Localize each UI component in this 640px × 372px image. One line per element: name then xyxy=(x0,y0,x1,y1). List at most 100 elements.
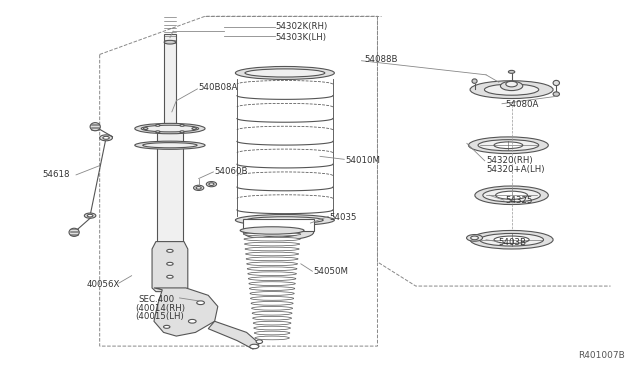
Ellipse shape xyxy=(494,142,523,148)
Ellipse shape xyxy=(253,316,292,320)
Ellipse shape xyxy=(245,247,299,251)
Ellipse shape xyxy=(192,128,196,129)
Ellipse shape xyxy=(255,336,289,340)
Ellipse shape xyxy=(475,186,548,205)
Text: 54618: 54618 xyxy=(42,170,70,179)
Ellipse shape xyxy=(245,69,324,77)
Ellipse shape xyxy=(553,80,559,86)
Polygon shape xyxy=(208,321,259,349)
Ellipse shape xyxy=(252,307,292,310)
Ellipse shape xyxy=(250,287,295,291)
Ellipse shape xyxy=(164,40,175,44)
Ellipse shape xyxy=(472,79,477,83)
Text: (40015(LH): (40015(LH) xyxy=(135,312,184,321)
Ellipse shape xyxy=(243,232,301,236)
Ellipse shape xyxy=(156,131,160,133)
Text: 54325: 54325 xyxy=(505,196,532,205)
Ellipse shape xyxy=(252,311,292,315)
Ellipse shape xyxy=(553,92,559,96)
Ellipse shape xyxy=(100,135,113,141)
Ellipse shape xyxy=(467,235,483,241)
Ellipse shape xyxy=(244,242,300,246)
Ellipse shape xyxy=(243,225,314,240)
Ellipse shape xyxy=(246,262,298,266)
Ellipse shape xyxy=(135,141,205,149)
Ellipse shape xyxy=(500,81,523,90)
Ellipse shape xyxy=(250,292,294,295)
Ellipse shape xyxy=(188,320,196,323)
Ellipse shape xyxy=(250,344,259,349)
Ellipse shape xyxy=(246,252,299,256)
Polygon shape xyxy=(152,241,188,292)
Ellipse shape xyxy=(164,326,170,328)
Text: 40056X: 40056X xyxy=(87,280,120,289)
Text: SEC.400: SEC.400 xyxy=(138,295,174,304)
Ellipse shape xyxy=(240,227,304,234)
Ellipse shape xyxy=(167,275,173,278)
Ellipse shape xyxy=(90,123,100,131)
Ellipse shape xyxy=(135,124,205,134)
Ellipse shape xyxy=(196,301,204,305)
Ellipse shape xyxy=(248,272,296,276)
Polygon shape xyxy=(154,288,218,336)
Bar xyxy=(243,219,314,231)
Ellipse shape xyxy=(470,236,478,240)
Bar xyxy=(157,127,182,241)
Text: 54010M: 54010M xyxy=(346,155,381,164)
Ellipse shape xyxy=(141,125,198,132)
Ellipse shape xyxy=(254,331,290,335)
Text: 54088B: 54088B xyxy=(365,55,398,64)
Text: 54050M: 54050M xyxy=(314,267,349,276)
Ellipse shape xyxy=(468,137,548,154)
Ellipse shape xyxy=(249,282,296,285)
Ellipse shape xyxy=(478,140,539,151)
Ellipse shape xyxy=(167,249,173,252)
Text: 54302K(RH): 54302K(RH) xyxy=(275,22,328,31)
Ellipse shape xyxy=(479,234,543,246)
Ellipse shape xyxy=(193,185,204,190)
Text: 5403B: 5403B xyxy=(499,238,527,247)
Ellipse shape xyxy=(247,267,297,270)
Ellipse shape xyxy=(246,257,298,261)
Text: 54080A: 54080A xyxy=(505,100,539,109)
Ellipse shape xyxy=(236,67,334,80)
Text: 540B08A: 540B08A xyxy=(198,83,238,92)
Ellipse shape xyxy=(251,302,293,305)
Ellipse shape xyxy=(180,131,184,133)
Ellipse shape xyxy=(180,124,184,126)
Text: 54035: 54035 xyxy=(330,213,357,222)
Ellipse shape xyxy=(69,228,79,236)
Text: 54060B: 54060B xyxy=(214,167,248,176)
Ellipse shape xyxy=(253,321,291,325)
Text: 54303K(LH): 54303K(LH) xyxy=(275,33,326,42)
Ellipse shape xyxy=(495,191,527,199)
Ellipse shape xyxy=(506,81,517,87)
Ellipse shape xyxy=(196,186,201,189)
Ellipse shape xyxy=(156,124,160,126)
Ellipse shape xyxy=(470,81,553,99)
Text: 54320+A(LH): 54320+A(LH) xyxy=(486,165,545,174)
Text: R401007B: R401007B xyxy=(579,351,625,360)
Ellipse shape xyxy=(143,142,197,148)
Ellipse shape xyxy=(250,296,294,300)
Ellipse shape xyxy=(494,236,529,243)
Ellipse shape xyxy=(254,326,291,330)
Ellipse shape xyxy=(248,277,296,280)
Ellipse shape xyxy=(256,340,262,343)
Ellipse shape xyxy=(209,183,214,186)
Ellipse shape xyxy=(508,70,515,73)
Ellipse shape xyxy=(246,217,323,224)
Ellipse shape xyxy=(484,84,539,95)
Ellipse shape xyxy=(87,214,93,217)
Ellipse shape xyxy=(470,231,553,249)
Ellipse shape xyxy=(103,137,109,139)
Text: (40014(RH): (40014(RH) xyxy=(135,304,185,313)
Ellipse shape xyxy=(84,213,96,218)
Ellipse shape xyxy=(206,182,216,187)
Bar xyxy=(164,34,175,141)
Ellipse shape xyxy=(257,228,300,237)
Ellipse shape xyxy=(143,128,148,129)
Ellipse shape xyxy=(483,189,540,202)
Ellipse shape xyxy=(244,237,300,241)
Ellipse shape xyxy=(167,262,173,265)
